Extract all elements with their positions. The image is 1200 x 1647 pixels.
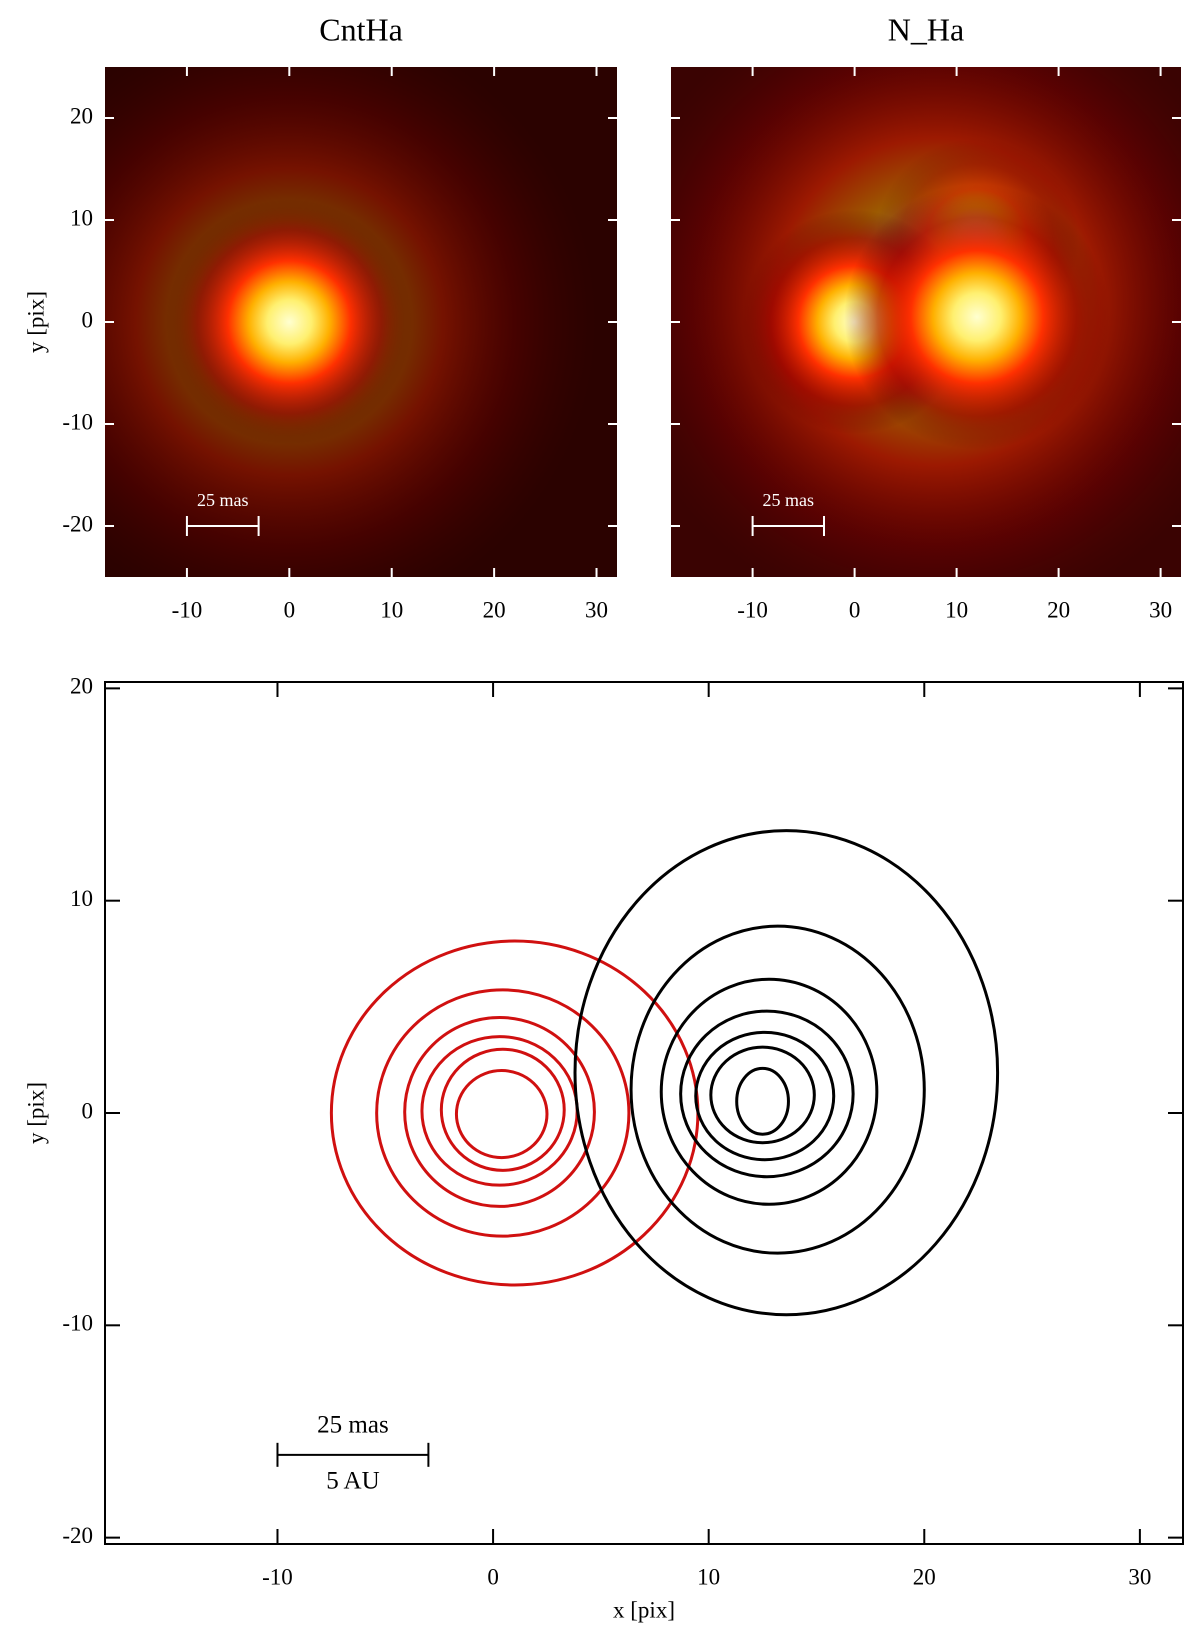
y-tick-label: 10 bbox=[70, 205, 93, 230]
contour bbox=[709, 1045, 816, 1145]
x-tick-label: -10 bbox=[172, 597, 203, 622]
y-tick-label: 10 bbox=[70, 886, 93, 911]
contour bbox=[375, 988, 631, 1238]
contour bbox=[679, 1009, 855, 1179]
y-axis-label: y [pix] bbox=[23, 291, 48, 353]
y-axis-label: y [pix] bbox=[23, 1082, 48, 1144]
frame bbox=[104, 681, 1184, 1545]
x-tick-label: 20 bbox=[913, 1564, 936, 1589]
scale-bar-label: 25 mas bbox=[197, 490, 249, 510]
x-tick-label: 10 bbox=[697, 1564, 720, 1589]
y-tick-label: -10 bbox=[62, 1311, 93, 1336]
scale-bar-label: 25 mas bbox=[317, 1412, 389, 1439]
y-tick-label: -20 bbox=[62, 511, 93, 536]
x-tick-label: -10 bbox=[262, 1564, 293, 1589]
plot-area bbox=[671, 67, 1181, 577]
x-tick-label: 0 bbox=[487, 1564, 499, 1589]
plot-area bbox=[329, 829, 1000, 1317]
y-tick-label: 0 bbox=[82, 307, 94, 332]
contour bbox=[573, 829, 1000, 1317]
panel: -10 0 10 20 30 N_Ha 25 mas bbox=[671, 11, 1181, 622]
scale-bar-label: 25 mas bbox=[763, 490, 815, 510]
plot-area bbox=[105, 67, 617, 577]
x-tick-label: 30 bbox=[1149, 597, 1172, 622]
contour bbox=[439, 1047, 566, 1172]
contour bbox=[329, 939, 700, 1287]
x-tick-label: 10 bbox=[380, 597, 403, 622]
x-tick-label: 10 bbox=[945, 597, 968, 622]
x-tick-label: 20 bbox=[483, 597, 506, 622]
y-tick-label: 20 bbox=[70, 674, 93, 699]
x-tick-label: 0 bbox=[284, 597, 296, 622]
scale-bar-label: 5 AU bbox=[326, 1468, 379, 1495]
x-axis-label: x [pix] bbox=[613, 1597, 675, 1622]
y-tick-label: -20 bbox=[62, 1523, 93, 1548]
contour bbox=[420, 1035, 579, 1187]
emission-source bbox=[844, 184, 1110, 450]
contour bbox=[735, 1066, 790, 1136]
contour bbox=[403, 1015, 596, 1208]
x-tick-label: 0 bbox=[849, 597, 861, 622]
x-tick-label: -10 bbox=[737, 597, 768, 622]
contour bbox=[659, 977, 879, 1206]
x-tick-label: 30 bbox=[1128, 1564, 1151, 1589]
panel: -10 0 10 20 30 -20 -10 0 10 20 x [pix] y [pix] 25 ma… bbox=[23, 674, 1184, 1622]
y-tick-label: -10 bbox=[62, 409, 93, 434]
y-tick-label: 20 bbox=[70, 103, 93, 128]
contour bbox=[629, 924, 926, 1255]
contour bbox=[454, 1069, 549, 1160]
panel-title: CntHa bbox=[319, 11, 403, 47]
contour bbox=[694, 1030, 836, 1162]
x-tick-label: 30 bbox=[585, 597, 608, 622]
x-tick-label: 20 bbox=[1047, 597, 1070, 622]
emission-source bbox=[166, 199, 413, 445]
panel-title: N_Ha bbox=[888, 11, 964, 47]
panel: -10 0 10 20 30 -20 -10 0 10 20 CntHa y [pix] 25 mas bbox=[23, 11, 617, 622]
y-tick-label: 0 bbox=[82, 1098, 94, 1123]
